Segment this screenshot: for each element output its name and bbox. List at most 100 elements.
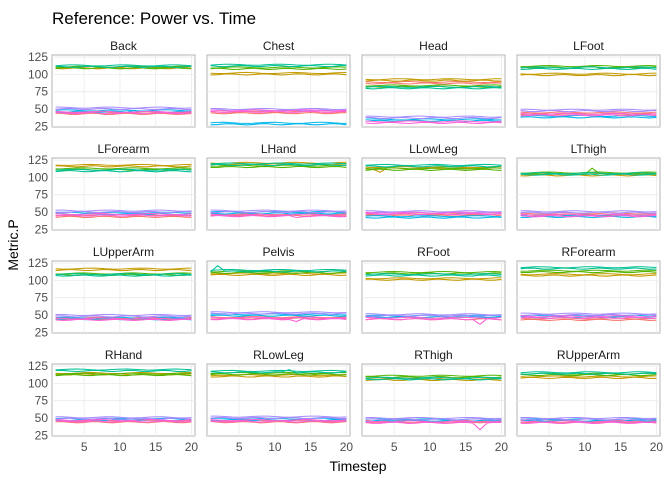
facet-label: Pelvis	[262, 245, 294, 259]
series-line-f-trial2	[520, 108, 657, 111]
facet-label: LHand	[261, 142, 296, 156]
series-line-d-trial2	[210, 369, 347, 373]
series-line-b-trial2	[210, 71, 347, 74]
series-line-d	[520, 267, 657, 270]
x-tick-label: 20	[650, 440, 664, 454]
series-line-f-trial2	[55, 314, 192, 317]
series-line-d	[520, 173, 657, 176]
y-tick-label: 50	[35, 411, 49, 425]
facet-panel-llowleg	[361, 157, 506, 231]
series-line-d-trial2	[365, 273, 502, 276]
x-tick-label: 10	[578, 440, 592, 454]
series-line-b-trial2	[520, 72, 657, 75]
series-line-f	[365, 116, 502, 120]
series-line-a-trial2	[210, 315, 347, 319]
series-line-c-trial2	[365, 374, 502, 377]
x-tick-label: 5	[236, 440, 243, 454]
x-tick-label: 10	[268, 440, 282, 454]
series-line-b-trial2	[520, 273, 657, 276]
series-line-a-trial2	[520, 111, 657, 114]
facet-panel-lthigh	[516, 157, 661, 231]
series-line-b-trial2	[365, 277, 502, 280]
series-line-g-trial2	[210, 109, 347, 112]
series-line-g-trial2	[520, 213, 657, 216]
series-line-f-trial2	[365, 115, 502, 118]
facet-label: RHand	[105, 348, 142, 362]
series-line-f	[210, 312, 347, 315]
series-line-d	[55, 65, 192, 68]
facet-panel-rforearm	[516, 260, 661, 334]
series-line-f	[210, 416, 347, 420]
series-line-d-trial2	[55, 273, 192, 276]
series-line-c-trial2	[365, 84, 502, 87]
series-line-e	[365, 315, 502, 319]
x-tick-label: 5	[391, 440, 398, 454]
y-tick-label: 75	[35, 291, 49, 305]
facet-panel-rfoot	[361, 260, 506, 334]
series-line-c	[520, 373, 657, 377]
series-line-c	[55, 373, 192, 377]
series-line-d-trial2	[55, 64, 192, 67]
series-line-g-trial2	[210, 213, 347, 216]
series-line-g-trial2	[55, 418, 192, 422]
series-line-g-trial2	[365, 211, 502, 214]
series-line-g	[520, 316, 657, 319]
facet-label: LThigh	[571, 142, 607, 156]
series-line-g-trial2	[365, 120, 502, 123]
facet-label: RLowLeg	[253, 348, 304, 362]
series-line-g	[55, 214, 192, 217]
series-line-e-trial2	[55, 316, 192, 319]
series-line-d	[210, 64, 347, 68]
series-line-e-trial2	[365, 118, 502, 121]
series-line-f-trial2	[210, 209, 347, 212]
series-line-d-trial2	[210, 63, 347, 66]
series-line-d-trial2	[520, 66, 657, 69]
series-line-g-trial2	[520, 315, 657, 318]
facet-label: RThigh	[414, 348, 452, 362]
y-axis-title: Metric.P	[5, 219, 21, 270]
facet-label: RFoot	[417, 245, 450, 259]
series-line-c-trial2	[210, 66, 347, 69]
series-line-c	[210, 165, 347, 169]
facet-panel-lhand	[206, 157, 351, 231]
x-tick-label: 15	[304, 440, 318, 454]
panel-border	[361, 363, 506, 437]
series-line-f-trial2	[365, 313, 502, 316]
y-tick-label: 100	[28, 273, 48, 287]
series-line-d	[55, 369, 192, 373]
series-line-g-trial2	[210, 418, 347, 422]
series-line-f-trial2	[365, 210, 502, 213]
series-line-d	[55, 169, 192, 173]
facet-panel-rupperarm	[516, 363, 661, 437]
series-line-b	[55, 268, 192, 272]
series-line-d-trial2	[365, 163, 502, 167]
series-line-c-trial2	[365, 167, 502, 170]
series-line-d-trial2	[365, 376, 502, 379]
x-tick-label: 5	[81, 440, 88, 454]
series-line-a-trial2	[520, 317, 657, 320]
series-line-f-trial2	[520, 312, 657, 315]
series-line-g-trial2	[55, 110, 192, 113]
x-tick-label: 20	[495, 440, 509, 454]
series-line-c	[210, 373, 347, 376]
y-tick-label: 100	[28, 170, 48, 184]
x-tick-label: 15	[459, 440, 473, 454]
series-line-f	[365, 418, 502, 421]
chart-title: Reference: Power vs. Time	[52, 9, 256, 28]
series-line-f	[520, 418, 657, 421]
facet-panel-rthigh	[361, 363, 506, 437]
facet-panel-head	[361, 54, 506, 128]
series-line-c-trial2	[520, 64, 657, 68]
x-tick-label: 15	[614, 440, 628, 454]
series-line-g-trial2	[365, 316, 502, 319]
series-line-g-trial2	[365, 420, 502, 423]
series-line-a-trial2	[520, 212, 657, 215]
series-line-c	[520, 270, 657, 274]
series-line-e	[365, 216, 502, 219]
series-line-b	[210, 73, 347, 76]
y-tick-label: 75	[35, 188, 49, 202]
series-line-f-trial2	[210, 415, 347, 418]
series-line-e	[365, 419, 502, 422]
panel-border	[516, 157, 661, 231]
facet-label: RForearm	[561, 245, 615, 259]
